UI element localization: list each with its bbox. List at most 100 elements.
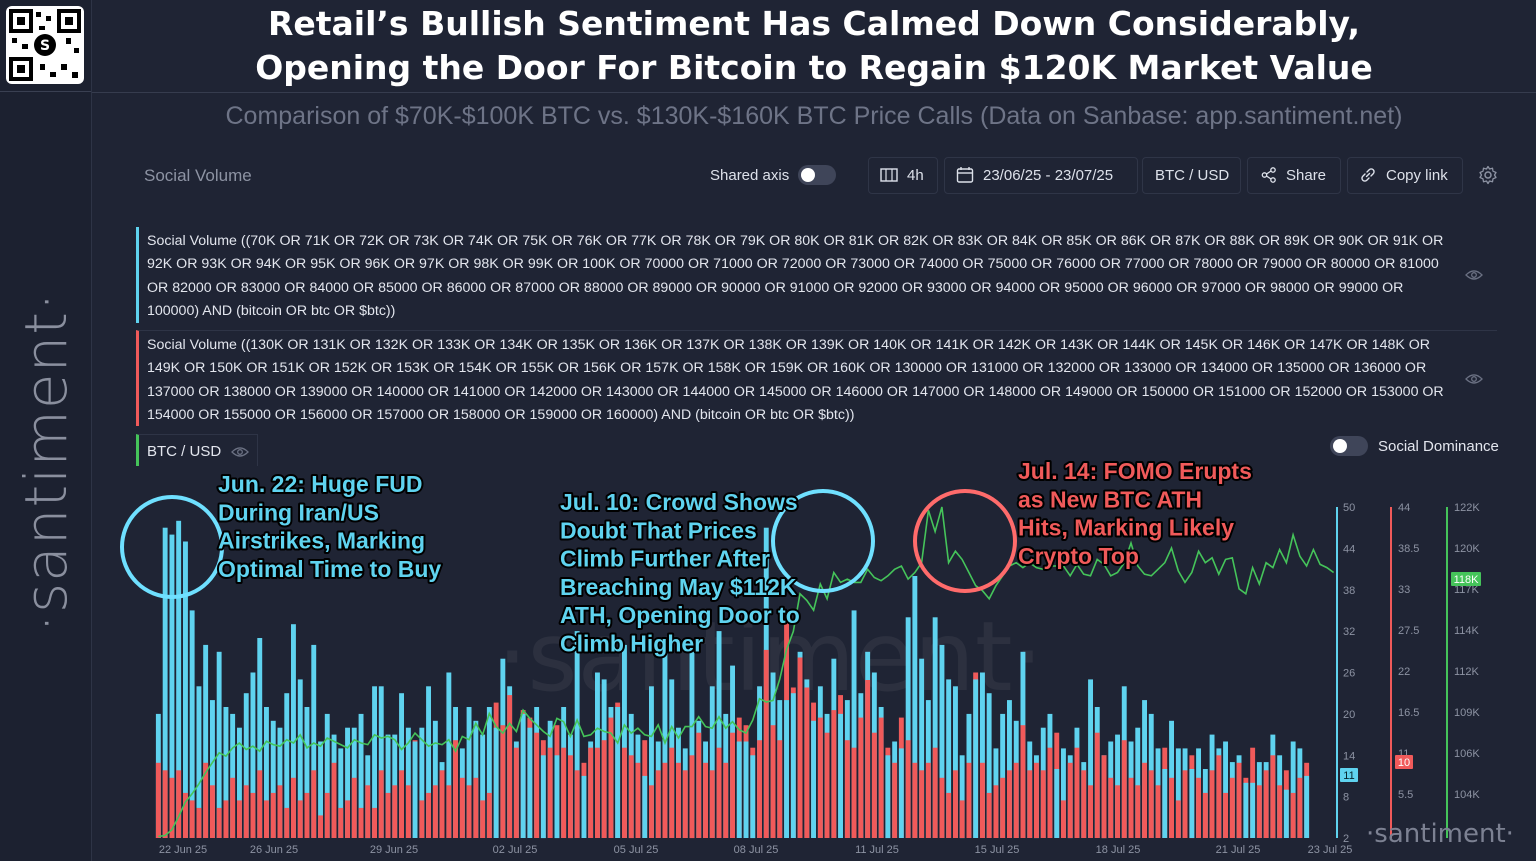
axis-tick-label: 109K <box>1454 707 1480 719</box>
bar-cyan <box>338 748 344 838</box>
page-title-line-2: Opening the Door For Bitcoin to Regain $… <box>255 48 1373 87</box>
metric-social-volume-70k-100k[interactable]: Social Volume ((70K OR 71K OR 72K OR 73K… <box>136 227 1497 323</box>
bar-cyan <box>277 727 283 838</box>
annotation-text: Airstrikes, Marking <box>218 528 425 554</box>
share-box[interactable] <box>1247 157 1341 194</box>
bar-red <box>966 762 972 838</box>
annotation-text: ATH, Opening Door to <box>560 602 800 628</box>
bar-cyan <box>520 713 526 838</box>
bar-cyan <box>1162 769 1168 838</box>
eye-icon[interactable] <box>1465 373 1483 385</box>
page-subtitle: Comparison of $70K-$100K BTC vs. $130K-$… <box>225 102 1403 130</box>
bar-red <box>1263 770 1269 838</box>
share-button[interactable]: Share <box>1261 158 1326 192</box>
bar-red <box>439 770 445 838</box>
eye-icon[interactable] <box>1465 269 1483 281</box>
pair-control[interactable]: BTC / USD <box>1155 158 1229 192</box>
bar-cyan <box>372 686 377 838</box>
interval-value: 4h <box>907 166 924 184</box>
bar-cyan <box>385 734 391 838</box>
bar-red <box>1081 770 1087 838</box>
shared-axis-control[interactable]: Shared axis <box>710 158 837 192</box>
copy-link-button[interactable]: Copy link <box>1359 158 1448 192</box>
bar-red <box>946 792 952 838</box>
pair-button[interactable] <box>1142 157 1241 194</box>
bar-cyan <box>716 631 722 838</box>
bar-red <box>264 800 269 838</box>
axis-tick-label: 38.5 <box>1398 543 1419 555</box>
metric-social-volume-130k-160k[interactable]: Social Volume ((130K OR 131K OR 132K OR … <box>136 330 1497 426</box>
x-tick-label: 18 Jul 25 <box>1096 844 1141 856</box>
bar-cyan <box>1243 782 1249 838</box>
metric-label: BTC / USD <box>147 443 222 460</box>
social-dominance-toggle[interactable] <box>1330 436 1368 456</box>
bar-red <box>1290 792 1296 838</box>
bar-cyan <box>284 693 290 838</box>
social-dominance-control[interactable]: Social Dominance <box>1330 436 1499 456</box>
bar-cyan <box>243 693 249 838</box>
bar-red <box>189 800 195 838</box>
bar-red <box>696 732 702 838</box>
annotation-text: as New BTC ATH <box>1018 486 1202 512</box>
bar-red <box>1094 732 1100 838</box>
bar-red <box>1128 777 1134 838</box>
interval-control[interactable]: 4h <box>880 158 924 192</box>
highlight-circle-jul10 <box>771 489 875 593</box>
interval-button[interactable] <box>868 157 938 194</box>
bar-cyan <box>1223 741 1228 838</box>
settings-button[interactable] <box>1478 158 1498 192</box>
axis-tick-label: 14 <box>1343 750 1355 762</box>
bar-red <box>770 725 776 838</box>
bar-red <box>378 770 384 838</box>
bar-cyan <box>304 707 310 838</box>
date-range-control[interactable]: 23/06/25 - 23/07/25 <box>956 158 1113 192</box>
axis-tick-label: 20 <box>1343 709 1355 721</box>
bar-cyan <box>486 707 492 838</box>
bar-red <box>1027 770 1033 838</box>
axis-tick-label: 16.5 <box>1398 707 1419 719</box>
bar-red <box>1277 785 1283 838</box>
x-tick-label: 15 Jul 25 <box>975 844 1020 856</box>
bar-cyan <box>446 672 452 838</box>
bar-red <box>980 762 985 838</box>
bar-red <box>1101 755 1107 839</box>
bar-red <box>162 770 168 838</box>
annotation-text: Hits, Marking Likely <box>1018 515 1234 541</box>
bar-red <box>716 747 722 838</box>
bar-red <box>919 770 925 838</box>
axis-tick-label: 32 <box>1343 626 1355 638</box>
bar-red <box>1229 777 1235 838</box>
bar-cyan <box>743 741 749 838</box>
metric-btc-usd[interactable]: BTC / USD <box>136 434 258 466</box>
axis-tick-label: 27.5 <box>1398 625 1419 637</box>
eye-icon[interactable] <box>231 446 250 458</box>
axis-tick-label: 120K <box>1454 543 1480 555</box>
bar-red <box>392 785 398 838</box>
bar-red <box>1121 740 1127 838</box>
bar-cyan <box>250 672 256 838</box>
bar-cyan <box>257 638 263 838</box>
bar-red <box>216 807 222 838</box>
copy-link-box[interactable] <box>1347 157 1463 194</box>
bar-red <box>709 770 715 838</box>
bar-red <box>250 792 256 838</box>
metric-label: Social Volume ((70K OR 71K OR 72K OR 73K… <box>147 233 1444 320</box>
bar-red <box>500 725 506 838</box>
date-range-button[interactable] <box>944 157 1138 194</box>
bar-cyan <box>1007 700 1012 838</box>
bar-red <box>568 755 573 839</box>
x-tick-label: 22 Jun 25 <box>159 844 207 856</box>
bar-red <box>1040 770 1046 838</box>
bar-cyan <box>324 713 330 838</box>
bar-red <box>351 777 357 838</box>
bar-red <box>905 740 911 838</box>
bar-red <box>547 747 553 838</box>
bar-red <box>419 800 425 838</box>
copy-link-label: Copy link <box>1386 166 1448 184</box>
bar-red <box>358 807 364 838</box>
bar-red <box>1202 792 1208 838</box>
shared-axis-toggle[interactable] <box>798 165 837 185</box>
bar-cyan <box>1061 748 1066 838</box>
sidebar: S ·santiment· <box>0 0 92 861</box>
bar-red <box>345 800 350 838</box>
